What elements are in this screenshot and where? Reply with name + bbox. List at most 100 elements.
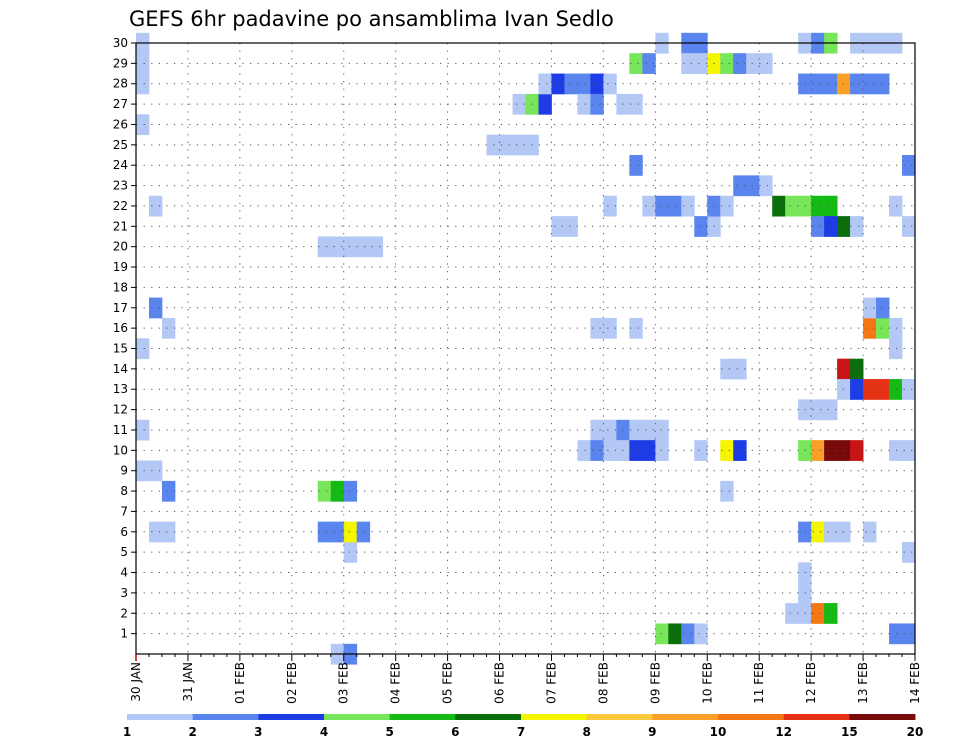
colorbar-label: 1	[123, 725, 131, 739]
y-tick-label: 17	[113, 301, 128, 315]
heatmap-cell	[668, 195, 682, 217]
heatmap-cell	[330, 480, 345, 502]
heatmap-cell	[343, 521, 358, 543]
y-tick-label: 3	[120, 586, 128, 600]
colorbar-swatch	[849, 714, 916, 720]
heatmap-cell	[785, 195, 799, 217]
colorbar-label: 7	[517, 725, 525, 739]
heatmap-cell	[317, 480, 332, 502]
y-tick-label: 7	[120, 504, 128, 518]
x-tick-label: 05 FEB	[441, 662, 455, 704]
heatmap-cell	[694, 216, 708, 237]
heatmap-cell	[136, 419, 150, 441]
heatmap-cell	[161, 317, 176, 339]
heatmap-cell	[694, 623, 708, 645]
heatmap-cell	[785, 603, 799, 624]
x-tick-label: 13 FEB	[856, 662, 870, 704]
heatmap-cell	[642, 440, 656, 461]
y-tick-label: 5	[120, 545, 128, 559]
colorbar-swatch	[127, 714, 194, 720]
x-tick-label: 06 FEB	[493, 662, 507, 704]
heatmap-cell	[642, 53, 656, 74]
heatmap-cell	[603, 73, 617, 95]
x-tick-label: 08 FEB	[596, 662, 610, 704]
y-tick-label: 22	[113, 199, 128, 213]
heatmap-cell	[902, 541, 916, 563]
heatmap-cell	[733, 53, 747, 74]
grid-lines	[136, 42, 915, 654]
heatmap-cell	[343, 480, 358, 502]
heatmap-cell	[902, 379, 916, 400]
y-tick-label: 12	[113, 403, 128, 417]
y-tick-label: 6	[120, 525, 128, 539]
colorbar-swatch	[521, 714, 588, 720]
colorbar-label: 15	[841, 725, 858, 739]
heatmap-cell	[824, 216, 838, 237]
x-tick-label: 30 JAN	[129, 662, 143, 702]
colorbar-swatch	[652, 714, 719, 720]
heatmap-cell	[136, 114, 150, 136]
heatmap-cell	[642, 195, 656, 217]
heatmap-cell	[629, 53, 643, 74]
heatmap-cell	[512, 134, 526, 156]
heatmap-cell	[136, 460, 150, 482]
heatmap-cell	[889, 440, 903, 461]
heatmap-cell	[850, 73, 864, 95]
heatmap-cell	[148, 521, 163, 543]
y-tick-label: 4	[120, 566, 128, 580]
heatmap-cell	[863, 521, 877, 543]
y-tick-label: 8	[120, 484, 128, 498]
y-tick-label: 2	[120, 606, 128, 620]
heatmap-cell	[603, 440, 617, 461]
chart-title: GEFS 6hr padavine po ansamblima Ivan Sed…	[129, 7, 614, 31]
colorbar-swatch	[586, 714, 653, 720]
heatmap-cell	[655, 623, 669, 645]
heatmap-cell	[655, 195, 669, 217]
colorbar-label: 10	[710, 725, 727, 739]
heatmap-cell	[694, 53, 708, 74]
heatmap-cell	[720, 195, 734, 217]
y-tick-label: 19	[113, 260, 128, 274]
heatmap-cell	[889, 623, 903, 645]
heatmap-cell	[136, 338, 150, 360]
y-tick-label: 21	[113, 219, 128, 233]
heatmap-cell	[317, 521, 332, 543]
heatmap-cell	[863, 73, 877, 95]
y-tick-label: 18	[113, 280, 128, 294]
heatmap-cell	[512, 93, 526, 115]
heatmap-cell	[889, 338, 903, 360]
y-tick-label: 29	[113, 56, 128, 70]
colorbar-label: 6	[451, 725, 459, 739]
heatmap-cell	[655, 419, 669, 441]
heatmap-cell	[850, 440, 864, 461]
heatmap-cell	[629, 419, 643, 441]
heatmap-cell	[811, 521, 825, 543]
x-tick-label: 04 FEB	[389, 662, 403, 704]
heatmap-cell	[590, 440, 604, 461]
heatmap-cell	[369, 236, 384, 258]
y-tick-label: 11	[113, 423, 128, 437]
y-tick-label: 26	[113, 117, 128, 131]
heatmap-cell	[863, 317, 877, 339]
heatmap-cell	[148, 297, 163, 319]
heatmap-cell	[889, 379, 903, 400]
heatmap-cell	[590, 317, 604, 339]
colorbar-label: 2	[188, 725, 196, 739]
colorbar-swatch	[258, 714, 325, 720]
heatmap-cell	[356, 521, 371, 543]
heatmap-cell	[642, 419, 656, 441]
colorbar: 1 2 3 4 5 6 7 8 9 10 12 15 20	[123, 714, 923, 739]
heatmap-cells	[136, 32, 916, 665]
heatmap-cell	[733, 440, 747, 461]
y-tick-label: 30	[113, 36, 128, 50]
heatmap-cell	[733, 358, 747, 380]
heatmap-cell	[564, 73, 578, 95]
y-tick-label: 1	[120, 627, 128, 641]
x-tick-label: 02 FEB	[285, 662, 299, 704]
heatmap-cell	[811, 195, 825, 217]
heatmap-cell	[824, 73, 838, 95]
heatmap-cell	[863, 297, 877, 319]
heatmap-cell	[720, 53, 734, 74]
x-tick-label: 14 FEB	[908, 662, 922, 704]
